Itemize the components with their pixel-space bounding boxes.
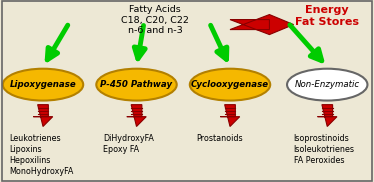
Ellipse shape xyxy=(190,69,270,100)
Text: Non-Enzymatic: Non-Enzymatic xyxy=(295,80,360,89)
Text: Energy
Fat Stores: Energy Fat Stores xyxy=(295,5,359,27)
Text: DiHydroxyFA
Epoxy FA: DiHydroxyFA Epoxy FA xyxy=(103,134,154,154)
Text: Prostanoids: Prostanoids xyxy=(196,134,243,143)
Polygon shape xyxy=(318,105,337,126)
Polygon shape xyxy=(220,105,240,126)
Polygon shape xyxy=(230,15,294,35)
Text: Fatty Acids
C18, C20, C22
n-6 and n-3: Fatty Acids C18, C20, C22 n-6 and n-3 xyxy=(121,5,189,35)
Ellipse shape xyxy=(3,69,83,100)
Text: Lipoxygenase: Lipoxygenase xyxy=(10,80,76,89)
Ellipse shape xyxy=(96,69,177,100)
Polygon shape xyxy=(33,105,53,126)
Text: Cyclooxygenase: Cyclooxygenase xyxy=(191,80,269,89)
Text: Isoprostinoids
Isoleukotrienes
FA Peroxides: Isoprostinoids Isoleukotrienes FA Peroxi… xyxy=(294,134,355,165)
Ellipse shape xyxy=(287,69,367,100)
Text: P-450 Pathway: P-450 Pathway xyxy=(101,80,172,89)
Text: Leukotrienes
Lipoxins
Hepoxilins
MonoHydroxyFA: Leukotrienes Lipoxins Hepoxilins MonoHyd… xyxy=(9,134,74,176)
Polygon shape xyxy=(127,105,146,126)
